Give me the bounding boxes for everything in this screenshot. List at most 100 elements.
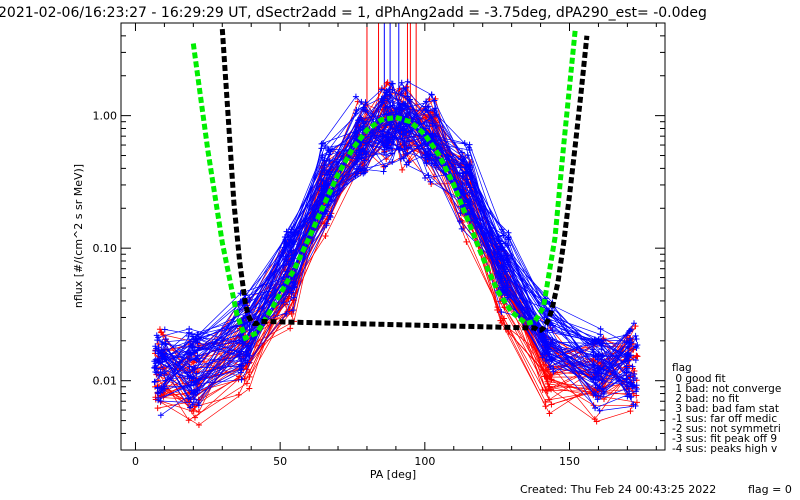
data-point: [320, 177, 327, 184]
data-point: [387, 92, 394, 99]
y-tick-label: 0.10: [93, 242, 118, 255]
x-tick-label: 50: [273, 455, 287, 468]
data-point: [192, 378, 199, 385]
data-point: [502, 240, 509, 247]
data-point: [362, 99, 369, 106]
data-point: [597, 325, 604, 332]
data-point: [422, 154, 429, 161]
data-point: [396, 104, 403, 111]
data-point: [158, 329, 165, 336]
legend: flag 0 good fit 1 bad: not converge 2 ba…: [672, 362, 781, 455]
y-axis: 0.01 0.10 1.00: [93, 22, 665, 451]
data-point: [632, 332, 639, 339]
fit-curve: [219, 28, 590, 333]
data-point: [154, 405, 161, 412]
data-point: [632, 323, 639, 330]
data-point: [544, 388, 551, 395]
data-point: [598, 342, 605, 349]
data-point: [162, 340, 169, 347]
data-point: [631, 320, 638, 327]
data-point: [194, 331, 201, 338]
data-point: [596, 383, 603, 390]
data-point: [283, 310, 290, 317]
data-point: [498, 308, 505, 315]
data-point: [542, 398, 549, 405]
data-point: [288, 289, 295, 296]
data-point: [327, 148, 334, 155]
series-line: [154, 127, 630, 421]
data-point: [190, 375, 197, 382]
data-point: [592, 405, 599, 412]
data-point: [237, 355, 244, 362]
y-axis-label: nflux [#/(cm^2 s sr MeV)]: [72, 164, 85, 308]
data-point: [195, 422, 202, 429]
data-point: [403, 111, 410, 118]
data-point: [495, 248, 502, 255]
data-point: [399, 166, 406, 173]
data-point: [405, 144, 412, 151]
data-point: [243, 380, 250, 387]
data-point: [630, 401, 637, 408]
data-point: [598, 370, 605, 377]
data-point: [599, 377, 606, 384]
data-point: [151, 378, 158, 385]
data-point: [186, 325, 193, 332]
x-axis: 0 50 100 150: [132, 23, 657, 468]
data-point: [426, 123, 433, 130]
data-point: [500, 247, 507, 254]
data-point: [627, 408, 634, 415]
data-point: [152, 368, 159, 375]
data-point: [401, 146, 408, 153]
data-point: [318, 145, 325, 152]
data-point: [589, 346, 596, 353]
data-point: [157, 368, 164, 375]
y-tick-label: 0.01: [93, 375, 118, 388]
data-point: [152, 347, 159, 354]
legend-item-1: 1 bad: not converge: [672, 383, 781, 395]
data-point: [458, 149, 465, 156]
data-point: [628, 379, 635, 386]
series-line: [154, 97, 627, 383]
data-point: [322, 210, 329, 217]
data-point: [405, 138, 412, 145]
series-line: [157, 138, 629, 401]
data-point: [632, 343, 639, 350]
data-point: [193, 370, 200, 377]
chart-title: 2021-02-06/16:23:27 - 16:29:29 UT, dSect…: [0, 5, 707, 21]
data-point: [185, 332, 192, 339]
data-point: [400, 131, 407, 138]
data-layer: [151, 23, 641, 429]
created-timestamp: Created: Thu Feb 24 00:43:25 2022: [520, 483, 716, 496]
data-point: [193, 356, 200, 363]
data-point: [243, 352, 250, 359]
data-point: [154, 357, 161, 364]
data-point: [161, 355, 168, 362]
data-point: [322, 232, 329, 239]
data-point: [238, 348, 245, 355]
data-point: [595, 351, 602, 358]
data-point: [290, 307, 297, 314]
data-point: [389, 102, 396, 109]
data-point: [546, 396, 553, 403]
x-tick-label: 150: [559, 455, 580, 468]
data-point: [323, 222, 330, 229]
data-point: [597, 393, 604, 400]
data-point: [378, 86, 385, 93]
data-point: [500, 286, 507, 293]
legend-item-7: -4 sus: peaks high v: [672, 443, 777, 455]
data-point: [195, 402, 202, 409]
legend-item-4: -1 sus: far off medic: [672, 413, 777, 425]
data-point: [283, 257, 290, 264]
data-point: [237, 300, 244, 307]
data-point: [384, 142, 391, 149]
data-point: [632, 357, 639, 364]
data-point: [246, 369, 253, 376]
data-point: [466, 141, 473, 148]
data-point: [544, 380, 551, 387]
data-point: [157, 389, 164, 396]
series-line: [155, 114, 627, 397]
data-point: [185, 417, 192, 424]
data-point: [625, 357, 632, 364]
data-point: [423, 160, 430, 167]
plot-frame: [120, 22, 666, 451]
